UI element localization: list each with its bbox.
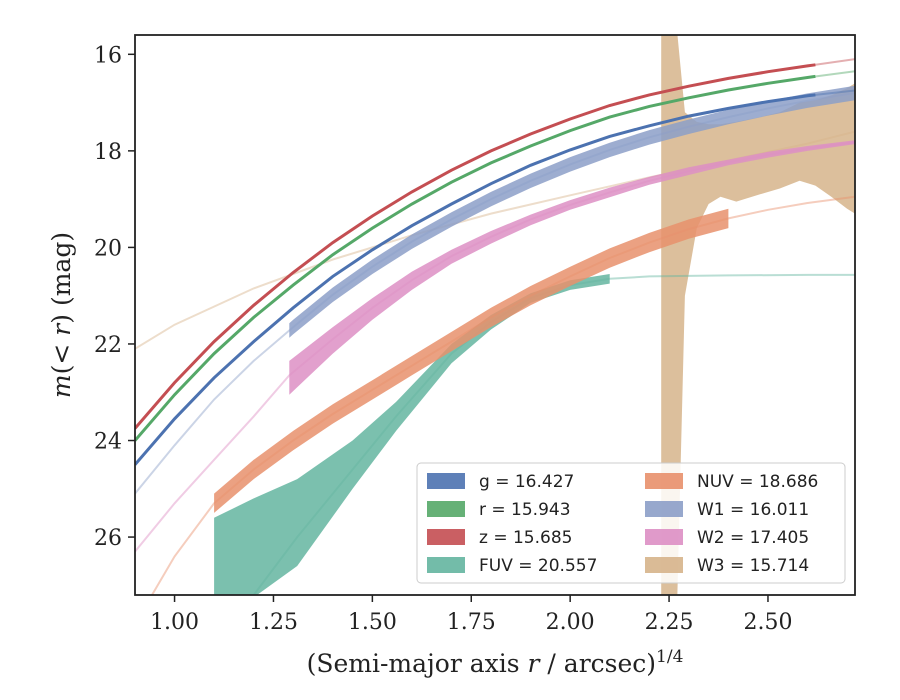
series-z-line (135, 63, 816, 430)
legend-label-nuv: NUV = 18.686 (697, 472, 818, 492)
y-tick-label: 18 (94, 140, 122, 165)
legend-swatch-g (427, 473, 465, 489)
y-tick-label: 16 (94, 43, 122, 68)
legend-label-w2: W2 = 17.405 (697, 528, 809, 548)
y-tick-label: 20 (94, 236, 122, 261)
x-tick-label: 1.00 (150, 610, 199, 635)
y-tick-label: 22 (94, 333, 122, 358)
x-tick-label: 1.75 (447, 610, 496, 635)
x-tick-label: 2.25 (645, 610, 694, 635)
y-tick-label: 26 (94, 526, 122, 551)
legend-swatch-nuv (645, 473, 683, 489)
series-g-line (135, 93, 816, 466)
series-w3-band (661, 35, 855, 595)
x-axis-label: (Semi-major axis r / arcsec)1/4 (307, 647, 684, 678)
legend-swatch-r (427, 501, 465, 517)
series-r-line (135, 74, 816, 442)
legend-label-w1: W1 = 16.011 (697, 500, 809, 520)
legend: g = 16.427 r = 15.943 z = 15.685 FUV = 20.5… (416, 462, 846, 584)
legend-label-z: z = 15.685 (479, 528, 572, 548)
legend-box (416, 462, 846, 584)
legend-label-g: g = 16.427 (479, 472, 574, 492)
legend-swatch-fuv (427, 557, 465, 573)
series-fuv-band (214, 274, 610, 595)
legend-label-fuv: FUV = 20.557 (479, 556, 597, 576)
legend-label-r: r = 15.943 (479, 500, 571, 520)
y-tick-label: 24 (94, 430, 122, 455)
x-axis: 1.00 1.25 1.50 1.75 2.00 2.25 2.50 (150, 595, 792, 635)
plot-series (135, 35, 855, 595)
x-tick-label: 1.50 (348, 610, 397, 635)
legend-swatch-w2 (645, 529, 683, 545)
legend-swatch-w1 (645, 501, 683, 517)
x-tick-label: 2.00 (546, 610, 595, 635)
x-tick-label: 1.25 (249, 610, 298, 635)
legend-swatch-w3 (645, 557, 683, 573)
y-axis: 16 18 20 22 24 26 (94, 43, 135, 551)
legend-label-w3: W3 = 15.714 (697, 556, 809, 576)
x-tick-label: 2.50 (743, 610, 792, 635)
series-nuv-band (214, 208, 729, 513)
plot-frame (134, 34, 856, 596)
legend-swatch-z (427, 529, 465, 545)
y-axis-label: m(< r) (mag) (47, 232, 76, 398)
